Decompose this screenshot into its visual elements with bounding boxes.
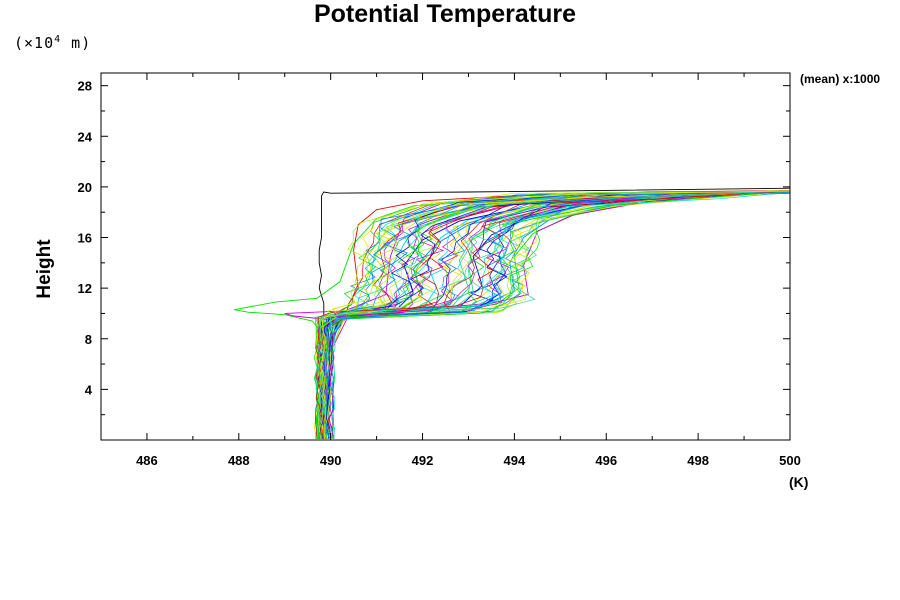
y-tick-label-4: 4 [85, 382, 93, 397]
ensemble-line-57 [318, 190, 791, 439]
x-axis-label: (K) [789, 474, 809, 490]
y-unit-suffix: m) [61, 34, 92, 52]
x-tick-label-496: 496 [595, 453, 617, 468]
axis-layer: 486 488 490 492 494 496 498 500 4 8 12 16 20 24 28 [78, 72, 801, 468]
ensemble-line-59 [320, 190, 791, 439]
x-tick-label-498: 498 [687, 453, 709, 468]
x-tick-label-490: 490 [320, 453, 342, 468]
ensemble-line-51 [326, 191, 791, 439]
x-tick-label-486: 486 [136, 453, 158, 468]
ensemble-line-14 [314, 192, 791, 439]
y-unit-label: (×104 m) [14, 34, 91, 52]
y-unit-exponent: 4 [54, 34, 62, 45]
x-tick-label-492: 492 [412, 453, 434, 468]
ensemble-line-58 [318, 190, 791, 439]
y-tick-label-28: 28 [78, 79, 92, 94]
x-tick-label-488: 488 [228, 453, 250, 468]
plot-frame [100, 72, 791, 441]
x-tick-label-500: 500 [779, 453, 801, 468]
y-tick-label-8: 8 [85, 332, 92, 347]
chart-title: Potential Temperature [313, 0, 577, 28]
y-tick-label-16: 16 [78, 231, 92, 246]
y-tick-label-24: 24 [78, 129, 93, 144]
series-layer [234, 187, 791, 439]
ensemble-line-54 [316, 191, 791, 439]
ensemble-line-53 [315, 190, 791, 439]
ensemble-line-34 [322, 190, 791, 439]
y-tick-label-20: 20 [78, 180, 92, 195]
ensemble-line-52 [329, 192, 791, 439]
x-tick-label-494: 494 [504, 453, 526, 468]
series-line-5 [325, 191, 791, 439]
y-tick-label-12: 12 [78, 281, 92, 296]
ensemble-line-30 [318, 192, 791, 439]
corner-label: (mean) x:1000 [800, 72, 881, 86]
ensemble-line-43 [322, 190, 791, 439]
y-unit-prefix: (×10 [14, 34, 55, 52]
ensemble-line-56 [323, 192, 791, 439]
